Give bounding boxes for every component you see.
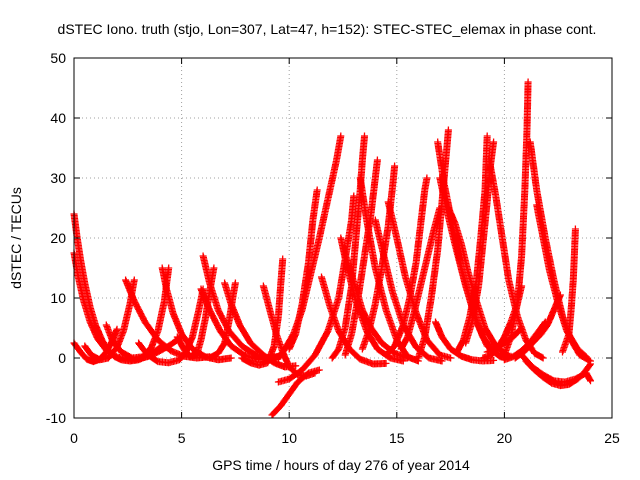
plus-markers [268,366,323,419]
y-tick-label: -10 [46,410,66,426]
arc-series [500,78,532,359]
x-tick-label: 25 [604,430,620,446]
chart-title: dSTEC Iono. truth (stjo, Lon=307, Lat=47… [58,21,597,37]
data-marks [70,78,594,419]
y-tick-label: 50 [50,50,66,66]
y-axis-label: dSTEC / TECUs [8,187,24,289]
y-tick-label: 30 [50,170,66,186]
x-axis-label: GPS time / hours of day 276 of year 2014 [212,457,470,473]
plus-markers [382,174,431,359]
y-tick-label: 10 [50,290,66,306]
arc-series [483,324,526,356]
arc-series [518,351,594,386]
arc-series [268,366,323,419]
arc-series [559,225,579,356]
arc-series [432,318,498,365]
plus-markers [559,225,579,356]
y-tick-label: 20 [50,230,66,246]
arc-series [397,204,444,353]
plus-markers [500,318,549,364]
plus-markers [500,78,532,359]
plus-markers [518,351,594,386]
x-tick-label: 15 [389,430,405,446]
plus-markers [358,162,399,353]
arc-series [382,174,431,359]
plus-markers [339,243,412,362]
x-tick-label: 20 [497,430,513,446]
plus-markers [483,324,526,356]
arc-series [358,162,399,353]
plus-markers [432,318,498,365]
arc-series [339,243,412,362]
arc-series [285,186,321,353]
plus-markers [285,186,321,353]
x-tick-label: 5 [178,430,186,446]
x-tick-label: 10 [281,430,297,446]
x-tick-label: 0 [70,430,78,446]
plus-markers [397,204,444,353]
y-tick-label: 40 [50,110,66,126]
y-tick-label: 0 [58,350,66,366]
arc-series [158,264,235,364]
plus-markers [158,264,235,364]
arc-series [500,318,549,364]
